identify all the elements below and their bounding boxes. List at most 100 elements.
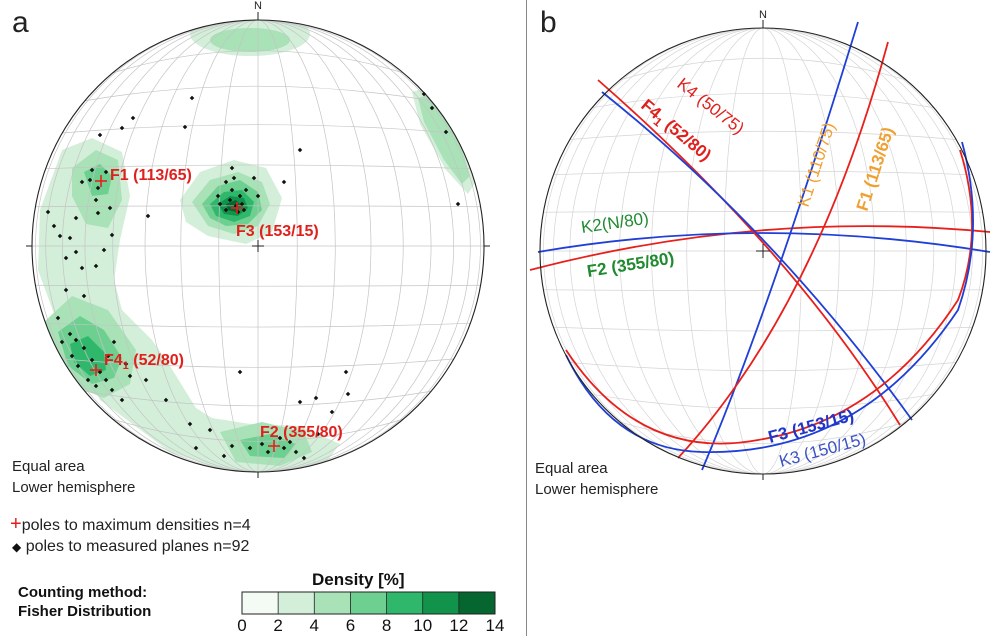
hemisphere-label-a: Lower hemisphere — [12, 479, 136, 496]
counting-method-line2: Fisher Distribution — [18, 603, 152, 620]
maxima-crosses-a — [90, 175, 280, 452]
density-tick-label: 2 — [273, 616, 282, 635]
pole-point — [259, 441, 265, 447]
pole-point — [297, 399, 303, 405]
density-swatch — [458, 592, 495, 614]
pole-point — [315, 431, 321, 437]
pole-point — [97, 132, 103, 138]
pole-point — [193, 445, 199, 451]
pole-point — [163, 397, 169, 403]
pole-point — [301, 455, 307, 461]
great-circle-f2 — [529, 225, 991, 271]
panel-letter-b: b — [540, 6, 557, 39]
pole-point — [95, 210, 101, 216]
pole-point — [93, 197, 99, 203]
max-cross-f1 — [95, 175, 107, 187]
label-f4-main: F4 — [104, 352, 123, 369]
center-cross-a — [252, 240, 264, 252]
pole-point — [293, 449, 299, 455]
legend-maxima-text: poles to maximum densities n=4 — [21, 517, 251, 534]
density-tick-label: 6 — [346, 616, 355, 635]
pole-point — [143, 377, 149, 383]
pole-point — [103, 169, 109, 175]
pole-point — [79, 179, 85, 185]
panel-letter-a: a — [12, 6, 29, 39]
great-circles-b — [529, 21, 991, 471]
pole-point — [73, 249, 79, 255]
north-label-a: N — [254, 0, 262, 12]
great-circle-k3 — [565, 141, 974, 453]
contour-north-top-inner — [210, 28, 290, 52]
projection-label-a: Equal area — [12, 458, 85, 475]
great-circle-k4 — [601, 91, 913, 421]
pole-point — [109, 232, 115, 238]
density-tick-label: 8 — [382, 616, 391, 635]
great-circle-k2 — [537, 232, 991, 253]
projection-label-b: Equal area — [535, 460, 608, 477]
maxima-labels-a: F1 (113/65) F3 (153/15) F41 (52/80) F2 (… — [104, 167, 343, 441]
max-cross-f3 — [231, 202, 243, 214]
pole-point — [345, 391, 351, 397]
pole-point — [207, 427, 213, 433]
density-tick-label: 0 — [237, 616, 246, 635]
great-circle-f1 — [677, 41, 889, 459]
pole-point — [265, 449, 271, 455]
pole-point — [247, 445, 253, 451]
label-f1-a: F1 (113/65) — [110, 167, 192, 184]
legend-maxima: +poles to maximum densities n=4 — [10, 513, 251, 536]
counting-method-line1: Counting method: — [18, 584, 148, 601]
density-swatch — [314, 592, 351, 614]
label-f2-a: F2 (355/80) — [260, 424, 343, 441]
pole-point — [229, 443, 235, 449]
stereonet-b: N K4 (50/75) F41 (52/80) K1 (110/75) F1 … — [529, 9, 991, 480]
pole-point — [107, 205, 113, 211]
hemisphere-label-b: Lower hemisphere — [535, 481, 659, 498]
center-cross-b — [756, 244, 770, 258]
north-label-b: N — [759, 9, 767, 21]
stereonet-a-grid — [32, 20, 484, 472]
density-colorbar: 0 2 4 6 8 10 12 14 — [237, 591, 505, 635]
density-swatch — [386, 592, 423, 614]
pole-point — [73, 215, 79, 221]
great-circle-f4 — [597, 79, 901, 426]
pole-point — [95, 185, 101, 191]
pole-point — [89, 167, 95, 173]
pole-point — [281, 445, 287, 451]
pole-point — [187, 421, 193, 427]
pole-point — [277, 435, 283, 441]
pole-point — [343, 369, 349, 375]
pole-point — [237, 369, 243, 375]
pole-point — [287, 439, 293, 445]
label-f4-rest: (52/80) — [129, 352, 184, 369]
great-circle-k1 — [701, 21, 859, 471]
max-cross-f2 — [268, 440, 280, 452]
pole-point — [87, 177, 93, 183]
density-tick-label: 10 — [413, 616, 432, 635]
density-tick-label: 14 — [486, 616, 505, 635]
density-title: Density [%] — [312, 570, 405, 589]
pole-point — [101, 247, 107, 253]
max-cross-f4 — [90, 364, 102, 376]
density-swatch — [242, 592, 279, 614]
legend-dot-icon: ◆ — [12, 540, 22, 554]
density-tick-label: 4 — [310, 616, 319, 635]
panel-divider — [526, 0, 527, 636]
pole-point — [221, 453, 227, 459]
pole-point — [127, 373, 133, 379]
pole-point — [329, 409, 335, 415]
pole-point — [182, 124, 188, 130]
legend-poles-text: poles to measured planes n=92 — [25, 538, 250, 555]
label-f4-a: F41 (52/80) — [104, 352, 184, 372]
density-swatch — [278, 592, 315, 614]
density-swatch — [422, 592, 459, 614]
density-tick-label: 12 — [449, 616, 468, 635]
pole-point — [67, 235, 73, 241]
contour-ne-band-inner — [418, 94, 470, 184]
legend-poles: ◆ poles to measured planes n=92 — [12, 538, 249, 556]
stereonet-a: N F1 (113/65) F3 (153/15) F41 (52/80) F2… — [26, 0, 490, 478]
great-circle-f3 — [565, 149, 973, 445]
label-f3-a: F3 (153/15) — [236, 223, 319, 240]
label-f4-sub: 1 — [123, 360, 129, 372]
legend-cross-icon: + — [10, 513, 22, 535]
